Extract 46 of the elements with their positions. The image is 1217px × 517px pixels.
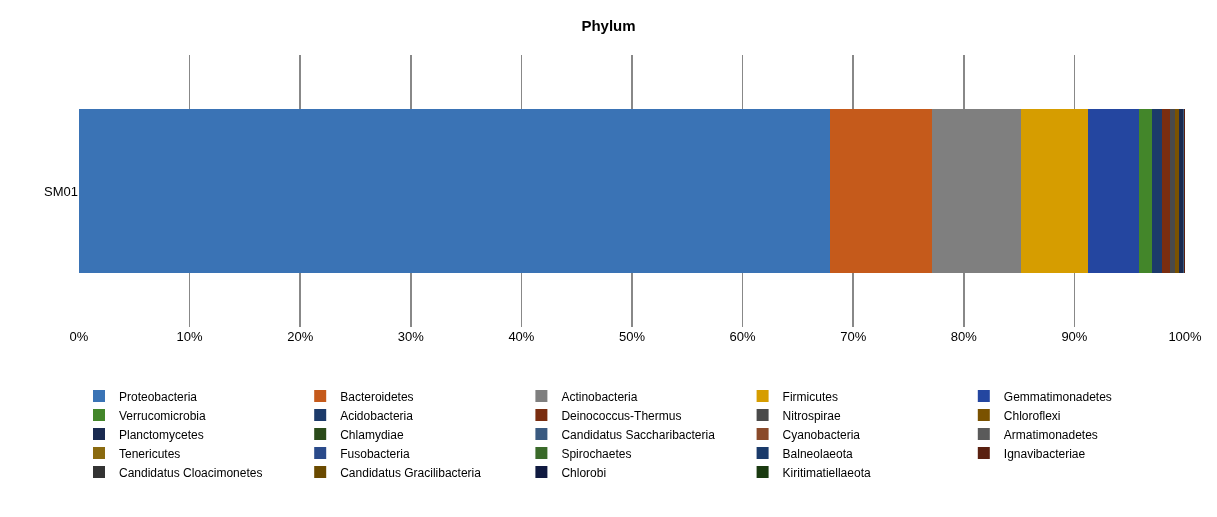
x-tick-label: 40%: [508, 329, 535, 344]
legend-label: Kiritimatiellaeota: [782, 465, 871, 480]
legend-label: Gemmatimonadetes: [1003, 389, 1112, 404]
legend-label: Candidatus Cloacimonetes: [119, 465, 263, 480]
bar: [1169, 109, 1176, 273]
bar: [79, 109, 830, 273]
bar: [1175, 109, 1180, 273]
x-tick-label: 10%: [176, 329, 204, 344]
legend-label: Actinobacteria: [561, 389, 638, 404]
legend-label: Verrucomicrobia: [119, 408, 207, 423]
x-tick-label: 20%: [287, 329, 314, 344]
y-tick-label: SM01: [44, 183, 78, 199]
bar: [1151, 109, 1162, 273]
x-tick-label: 0%: [69, 329, 89, 344]
bar: [1161, 109, 1170, 273]
x-tick-label: 60%: [729, 329, 757, 344]
legend-label: Acidobacteria: [340, 408, 414, 423]
legend-label: Chlorobi: [561, 465, 607, 480]
x-tick-label: 90%: [1061, 329, 1088, 344]
legend-label: Chlamydiae: [340, 427, 404, 442]
legend-label: Fusobacteria: [340, 446, 410, 461]
bar: [1021, 109, 1088, 273]
legend-label: Tenericutes: [119, 446, 181, 461]
chart-title: Phylum: [581, 17, 636, 35]
legend-label: Nitrospirae: [782, 408, 841, 423]
legend-label: Cyanobacteria: [782, 427, 861, 442]
x-tick-label: 70%: [840, 329, 867, 344]
x-tick-label: 100%: [1168, 329, 1203, 344]
legend-label: Chloroflexi: [1003, 408, 1061, 423]
x-tick-label: 80%: [950, 329, 978, 344]
legend-label: Planctomycetes: [119, 427, 204, 442]
legend-label: Ignavibacteriae: [1003, 446, 1086, 461]
legend-label: Bacteroidetes: [340, 389, 414, 404]
legend-label: Candidatus Saccharibacteria: [561, 427, 716, 442]
bar: [1087, 109, 1139, 273]
x-tick-label: 50%: [618, 329, 646, 344]
legend-label: Deinococcus-Thermus: [561, 408, 682, 423]
bar: [829, 109, 932, 273]
legend-label: Firmicutes: [782, 389, 838, 404]
legend-label: Armatimonadetes: [1003, 427, 1098, 442]
x-tick-label: 30%: [397, 329, 425, 344]
legend-label: Spirochaetes: [561, 446, 632, 461]
legend-label: Candidatus Gracilibacteria: [340, 465, 482, 480]
legend-label: Balneolaeota: [782, 446, 853, 461]
bar: [1138, 109, 1152, 273]
legend-label: Proteobacteria: [119, 389, 198, 404]
